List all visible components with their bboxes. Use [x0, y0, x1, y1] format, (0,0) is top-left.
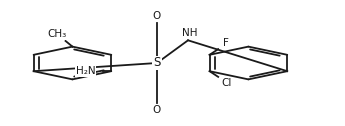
Text: CH₃: CH₃ [47, 29, 67, 39]
Text: F: F [223, 38, 229, 48]
Text: O: O [153, 105, 161, 115]
Text: H₂N: H₂N [76, 66, 95, 76]
Text: Cl: Cl [221, 78, 232, 88]
Text: NH: NH [182, 28, 197, 38]
Text: O: O [153, 11, 161, 21]
Text: S: S [153, 56, 161, 70]
